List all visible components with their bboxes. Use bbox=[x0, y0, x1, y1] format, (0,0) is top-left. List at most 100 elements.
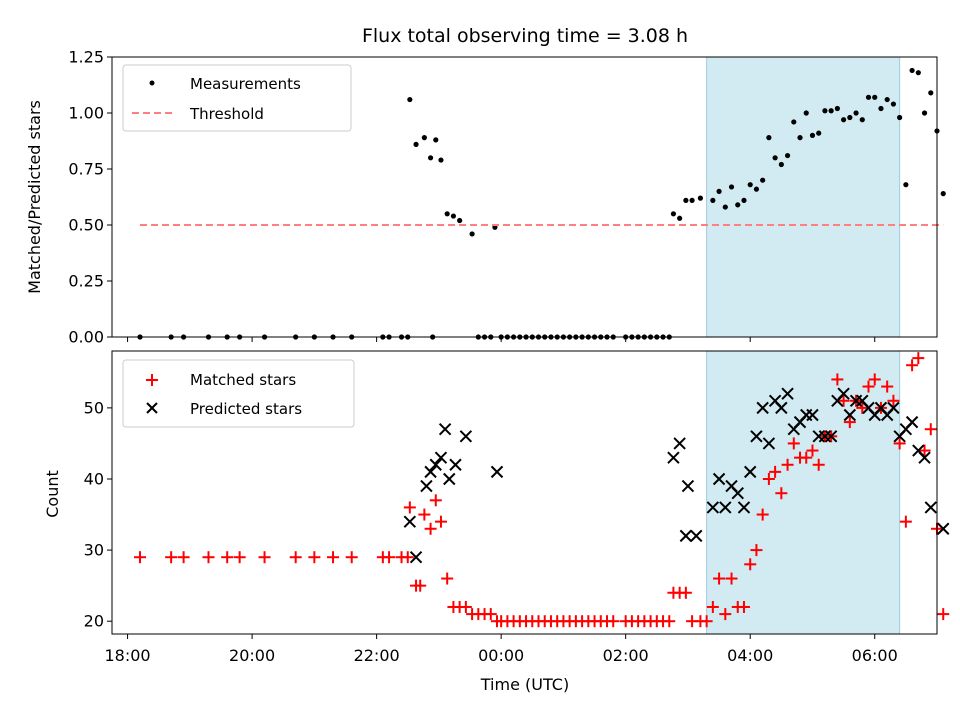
matched-star-point bbox=[459, 600, 472, 613]
matched-star-point bbox=[202, 551, 215, 564]
count-legend: Matched stars Predicted stars bbox=[122, 359, 355, 428]
matched-star-point bbox=[327, 551, 340, 564]
matched-star-point bbox=[233, 551, 246, 564]
measurement-point bbox=[444, 211, 450, 217]
measurement-point bbox=[778, 161, 784, 168]
measurement-point bbox=[469, 231, 475, 237]
predicted-star-point bbox=[429, 458, 442, 471]
predicted-star-point bbox=[762, 437, 776, 450]
matched-star-point bbox=[862, 380, 875, 393]
measurement-point bbox=[438, 157, 444, 163]
matched-star-point bbox=[787, 437, 800, 450]
chart-title: Flux total observing time = 3.08 h bbox=[362, 25, 688, 47]
matched-star-point bbox=[383, 551, 396, 564]
time-xtick-label: 06:00 bbox=[852, 646, 898, 665]
predicted-star-point bbox=[424, 465, 437, 479]
predicted-star-point bbox=[409, 550, 423, 564]
count-panel: 20 30 40 50 18:00 20:00 22:00 00:00 02:00 04:00 0… bbox=[43, 350, 950, 694]
measurement-point bbox=[921, 110, 928, 116]
observing-window-highlight-bottom bbox=[706, 350, 901, 635]
matched-star-point bbox=[800, 451, 813, 464]
measurement-point bbox=[847, 114, 853, 121]
matched-star-point bbox=[769, 465, 782, 478]
matched-star-point bbox=[706, 600, 719, 613]
matched-star-point bbox=[700, 615, 713, 628]
ratio-panel-frame bbox=[111, 56, 938, 338]
predicted-star-point bbox=[737, 501, 751, 514]
matched-star-point bbox=[308, 551, 321, 564]
count-legend-box bbox=[122, 359, 355, 428]
matched-star-point bbox=[679, 586, 692, 599]
ratio-legend-box bbox=[122, 64, 352, 132]
matched-star-point bbox=[165, 551, 178, 564]
measurement-point bbox=[822, 108, 828, 114]
ratio-ytick-label: 0.50 bbox=[68, 216, 104, 235]
predicted-star-point bbox=[719, 501, 732, 514]
measurement-point bbox=[909, 67, 915, 74]
measurement-point bbox=[834, 105, 840, 112]
measurement-point bbox=[421, 135, 427, 141]
measurement-point bbox=[689, 197, 695, 203]
predicted-star-point bbox=[420, 479, 433, 493]
predicted-star-point bbox=[924, 501, 937, 514]
legend-measurements-marker bbox=[149, 80, 155, 86]
observing-window-highlight bbox=[706, 56, 901, 338]
matched-star-point bbox=[756, 508, 769, 521]
count-panel-frame bbox=[111, 350, 938, 635]
matched-star-point bbox=[887, 394, 900, 407]
predicted-star-point bbox=[438, 423, 452, 436]
matched-star-point bbox=[607, 615, 620, 628]
measurement-point bbox=[716, 188, 722, 194]
measurement-point bbox=[407, 96, 413, 103]
measurement-point bbox=[865, 94, 872, 100]
time-xtick-label: 22:00 bbox=[354, 646, 400, 665]
matched-star-point bbox=[812, 458, 825, 471]
predicted-star-point bbox=[434, 451, 448, 464]
count-ytick-label: 50 bbox=[84, 398, 104, 417]
matched-star-point bbox=[713, 572, 726, 585]
measurement-point bbox=[872, 94, 878, 100]
predicted-star-point bbox=[443, 472, 456, 486]
measurement-point bbox=[722, 204, 728, 210]
predicted-star-point bbox=[905, 415, 919, 429]
matched-star-point bbox=[429, 494, 442, 507]
ratio-ytick-label: 0.00 bbox=[68, 328, 104, 347]
count-y-axis-label: Count bbox=[43, 470, 62, 518]
matched-star-point bbox=[134, 551, 147, 564]
predicted-star-point bbox=[887, 401, 900, 415]
matched-star-point bbox=[424, 522, 437, 535]
measurement-point bbox=[450, 213, 457, 219]
time-xtick-label: 18:00 bbox=[105, 646, 151, 665]
matched-star-point bbox=[345, 551, 358, 564]
predicted-star-point bbox=[706, 501, 720, 514]
matched-star-point bbox=[663, 615, 676, 628]
measurement-point bbox=[677, 215, 683, 221]
measurement-point bbox=[427, 155, 434, 161]
measurement-point bbox=[878, 105, 884, 112]
ratio-y-axis: 0.00 0.25 0.50 0.75 1.00 1.25 bbox=[68, 48, 112, 347]
measurement-point bbox=[897, 114, 903, 121]
predicted-star-point bbox=[750, 430, 763, 443]
measurement-point bbox=[683, 197, 689, 203]
predicted-star-point bbox=[756, 401, 769, 415]
count-ytick-label: 30 bbox=[84, 541, 104, 560]
measurement-point bbox=[890, 101, 897, 107]
ratio-legend: Measurements Threshold bbox=[122, 64, 352, 132]
measurement-point bbox=[710, 197, 716, 203]
legend-threshold-label: Threshold bbox=[189, 105, 264, 123]
predicted-star-point bbox=[918, 451, 931, 464]
matched-star-point bbox=[258, 551, 271, 564]
measurement-point bbox=[859, 117, 865, 123]
matched-star-point bbox=[221, 551, 234, 564]
matched-star-point bbox=[937, 608, 950, 621]
predicted-star-point bbox=[775, 401, 788, 415]
matched-star-point bbox=[762, 472, 775, 485]
predicted-star-point bbox=[673, 437, 686, 450]
time-x-axis: 18:00 20:00 22:00 00:00 02:00 04:00 06:00 bbox=[105, 634, 898, 665]
predicted-star-point bbox=[744, 465, 757, 479]
count-plot-area bbox=[134, 352, 950, 628]
predicted-star-point bbox=[824, 430, 838, 443]
predicted-star-point bbox=[731, 487, 744, 500]
time-xtick-label: 00:00 bbox=[478, 646, 524, 665]
measurement-point bbox=[772, 155, 778, 161]
